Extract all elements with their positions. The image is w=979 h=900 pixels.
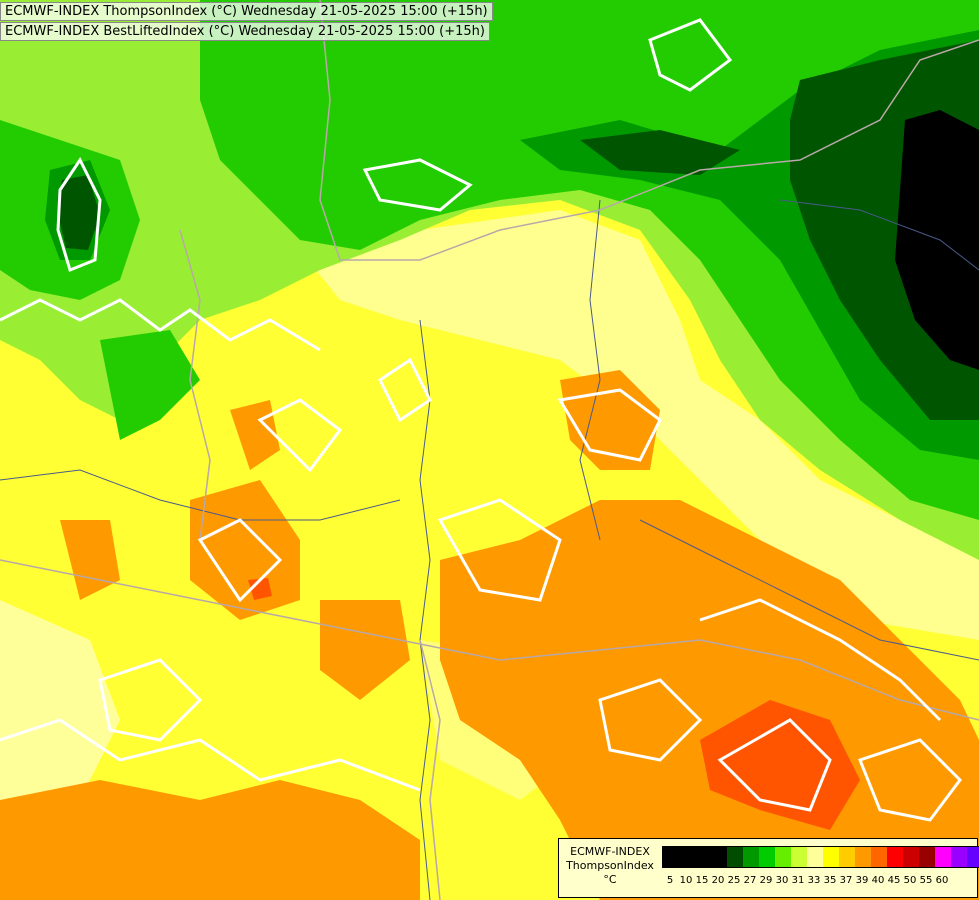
legend-tick: 15 [695, 875, 709, 886]
legend-tick: 5 [666, 875, 674, 886]
legend-swatch [791, 847, 807, 867]
legend-swatch [967, 847, 979, 867]
legend-tick: 10 [679, 875, 693, 886]
legend-swatch [823, 847, 839, 867]
legend-tick: 39 [855, 875, 869, 886]
legend-tick: 20 [711, 875, 725, 886]
legend-tick: 50 [903, 875, 917, 886]
legend-swatch [663, 847, 679, 867]
legend-swatch [807, 847, 823, 867]
legend-tick: 29 [759, 875, 773, 886]
legend-tick-labels: 5 10 15 20 25 27 29 30 31 33 35 37 39 40 45 50 55 60 [662, 875, 950, 886]
legend-swatch [887, 847, 903, 867]
legend-swatch [743, 847, 759, 867]
legend-swatch [679, 847, 695, 867]
orange-zones [0, 370, 979, 900]
contour-lines [0, 18, 962, 822]
legend-tick: 45 [887, 875, 901, 886]
legend-tick: 55 [919, 875, 933, 886]
legend-tick: 25 [727, 875, 741, 886]
legend-model-label: ECMWF-INDEX [570, 845, 650, 858]
legend-swatch [759, 847, 775, 867]
legend-swatch [727, 847, 743, 867]
legend-swatch [695, 847, 711, 867]
green-zones [0, 0, 979, 560]
legend-swatch [839, 847, 855, 867]
legend-swatch [775, 847, 791, 867]
color-legend: ECMWF-INDEX ThompsonIndex °C 5 10 15 20 25 27… [558, 838, 979, 898]
legend-tick: 27 [743, 875, 757, 886]
map-title-thompson-index: ECMWF-INDEX ThompsonIndex (°C) Wednesday… [0, 2, 493, 21]
legend-tick: 33 [807, 875, 821, 886]
rivers [0, 199, 979, 900]
legend-tick: 40 [871, 875, 885, 886]
legend-tick: 60 [935, 875, 949, 886]
legend-tick: 31 [791, 875, 805, 886]
legend-swatch [855, 847, 871, 867]
legend-swatch [919, 847, 935, 867]
map-title-best-lifted-index: ECMWF-INDEX BestLiftedIndex (°C) Wednesd… [0, 22, 490, 41]
legend-color-bar [662, 846, 979, 868]
legend-swatch [711, 847, 727, 867]
legend-swatch [871, 847, 887, 867]
legend-tick: 35 [823, 875, 837, 886]
legend-swatch [903, 847, 919, 867]
legend-swatch [951, 847, 967, 867]
legend-tick: 37 [839, 875, 853, 886]
legend-swatch [935, 847, 951, 867]
legend-index-label: ThompsonIndex [566, 859, 654, 872]
legend-tick: 30 [775, 875, 789, 886]
legend-title: ECMWF-INDEX ThompsonIndex °C [563, 845, 657, 887]
legend-unit-label: °C [603, 873, 617, 886]
